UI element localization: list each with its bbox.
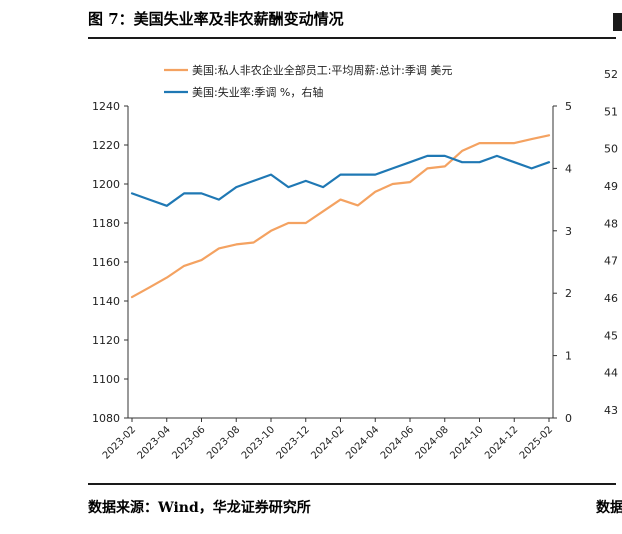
top-rule xyxy=(88,37,616,39)
adjacent-chart-y-tick-label: 48 xyxy=(604,217,618,230)
x-tick-label: 2024-06 xyxy=(379,424,416,461)
left-y-tick-label: 1080 xyxy=(92,412,120,425)
right-y-tick-label: 2 xyxy=(565,287,572,300)
right-y-tick-label: 5 xyxy=(565,100,572,113)
right-y-tick-label: 1 xyxy=(565,350,572,363)
adjacent-source-fragment: 数据 xyxy=(596,500,622,516)
x-tick-label: 2025-02 xyxy=(518,424,555,461)
adjacent-chart-y-tick-label: 50 xyxy=(604,143,618,156)
left-y-tick-label: 1220 xyxy=(92,139,120,152)
left-y-tick-label: 1200 xyxy=(92,178,120,191)
adjacent-chart-y-tick-label: 52 xyxy=(604,68,618,81)
adjacent-chart-y-tick-label: 45 xyxy=(604,329,618,342)
x-tick-label: 2024-04 xyxy=(344,424,381,461)
adjacent-chart-y-tick-label: 47 xyxy=(604,255,618,268)
chart: 1240122012001180116011401120110010805432… xyxy=(92,63,618,462)
left-y-tick-label: 1140 xyxy=(92,295,120,308)
right-y-tick-label: 0 xyxy=(565,412,572,425)
x-tick-label: 2023-02 xyxy=(101,424,138,461)
left-y-tick-label: 1180 xyxy=(92,217,120,230)
adjacent-chart-y-tick-label: 43 xyxy=(604,404,618,417)
left-y-tick-label: 1240 xyxy=(92,100,120,113)
left-y-tick-label: 1100 xyxy=(92,373,120,386)
x-tick-label: 2023-06 xyxy=(170,424,207,461)
x-tick-label: 2024-02 xyxy=(309,424,346,461)
source-note: 数据来源：Wind，华龙证券研究所 xyxy=(88,500,311,516)
right-y-tick-label: 3 xyxy=(565,225,572,238)
adjacent-figure-title-fragment xyxy=(613,13,622,31)
x-tick-label: 2024-08 xyxy=(414,424,451,461)
legend-label-unemployment: 美国:失业率:季调 %，右轴 xyxy=(192,85,323,99)
x-tick-label: 2023-08 xyxy=(205,424,242,461)
x-tick-label: 2023-04 xyxy=(136,424,173,461)
x-tick-label: 2024-10 xyxy=(448,424,485,461)
x-tick-label: 2024-12 xyxy=(483,424,520,461)
figure-title: 图 7：美国失业率及非农薪酬变动情况 xyxy=(88,10,344,28)
x-tick-label: 2023-12 xyxy=(275,424,312,461)
bottom-rule xyxy=(88,483,616,485)
legend-label-wage: 美国:私人非农企业全部员工:平均周薪:总计:季调 美元 xyxy=(192,63,452,77)
adjacent-chart-y-tick-label: 46 xyxy=(604,292,618,305)
left-y-tick-label: 1160 xyxy=(92,256,120,269)
series-line-wage xyxy=(130,134,551,299)
adjacent-chart-y-tick-label: 49 xyxy=(604,180,618,193)
x-tick-label: 2023-10 xyxy=(240,424,277,461)
right-y-tick-label: 4 xyxy=(565,162,572,175)
left-y-tick-label: 1120 xyxy=(92,334,120,347)
series-line-unemployment xyxy=(130,154,551,207)
adjacent-chart-y-tick-label: 44 xyxy=(604,367,618,380)
adjacent-chart-y-tick-label: 51 xyxy=(604,105,618,118)
